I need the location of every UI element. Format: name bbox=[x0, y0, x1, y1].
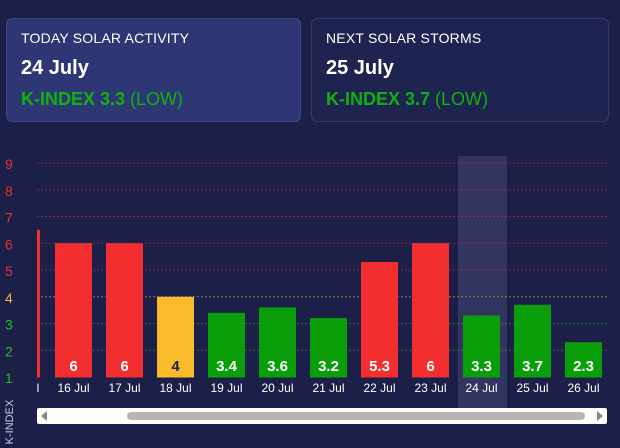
bar-21 Jul bbox=[310, 318, 347, 378]
x-tick-label: 20 Jul bbox=[261, 381, 293, 395]
x-tick-label: 23 Jul bbox=[414, 381, 446, 395]
today-kindex-level: (LOW) bbox=[130, 89, 184, 109]
bar-value-label: 6 bbox=[69, 358, 77, 375]
x-tick-label: 25 Jul bbox=[516, 381, 548, 395]
bar-23 Jul bbox=[412, 243, 449, 378]
next-card-date: 25 July bbox=[326, 57, 394, 79]
x-tick-label: 26 Jul bbox=[567, 381, 599, 395]
bar-26 Jul bbox=[565, 342, 602, 378]
y-tick-label: 4 bbox=[5, 290, 13, 306]
next-kindex-value: K-INDEX 3.7 bbox=[326, 89, 431, 109]
y-tick-label: 1 bbox=[5, 370, 13, 386]
x-tick-label: 21 Jul bbox=[312, 381, 344, 395]
bar-value-label: 3.2 bbox=[318, 358, 339, 375]
x-tick-label: 22 Jul bbox=[363, 381, 395, 395]
x-tick-label: 24 Jul bbox=[465, 381, 497, 395]
y-tick-label: 8 bbox=[5, 183, 13, 199]
x-tick-label: l bbox=[37, 381, 40, 395]
today-solar-activity-card: TODAY SOLAR ACTIVITY 24 July K-INDEX 3.3… bbox=[6, 18, 301, 122]
bar-16 Jul bbox=[55, 243, 92, 378]
x-tick-label: 17 Jul bbox=[108, 381, 140, 395]
today-kindex-value: K-INDEX 3.3 bbox=[21, 89, 126, 109]
bar-15 Jul bbox=[37, 229, 40, 378]
y-tick-label: 7 bbox=[5, 210, 13, 226]
today-card-date: 24 July bbox=[21, 57, 89, 79]
bar-value-label: 6 bbox=[426, 358, 434, 375]
bar-24 Jul bbox=[463, 315, 500, 378]
y-tick-label: 5 bbox=[5, 263, 13, 279]
scrollbar-thumb[interactable] bbox=[127, 412, 585, 420]
bar-value-label: 3.4 bbox=[216, 358, 238, 375]
bar-value-label: 6 bbox=[120, 358, 128, 375]
arrow-left-icon[interactable] bbox=[41, 411, 47, 421]
bar-value-label: 3.7 bbox=[522, 358, 543, 375]
y-tick-label: 6 bbox=[5, 236, 13, 252]
x-tick-label: 16 Jul bbox=[57, 381, 89, 395]
next-solar-storms-card: NEXT SOLAR STORMS 25 July K-INDEX 3.7 (L… bbox=[311, 18, 609, 122]
next-card-kindex: K-INDEX 3.7 (LOW) bbox=[326, 89, 594, 110]
arrow-right-icon[interactable] bbox=[597, 411, 603, 421]
bar-22 Jul bbox=[361, 261, 398, 378]
bar-19 Jul bbox=[208, 312, 245, 378]
y-axis-label: K-INDEX bbox=[4, 399, 16, 444]
next-kindex-level: (LOW) bbox=[435, 89, 489, 109]
today-card-label: TODAY SOLAR ACTIVITY bbox=[21, 30, 190, 46]
bar-20 Jul bbox=[259, 307, 296, 378]
bar-17 Jul bbox=[106, 243, 143, 378]
bar-25 Jul bbox=[514, 304, 551, 378]
y-tick-label: 9 bbox=[5, 156, 13, 172]
bar-value-label: 3.6 bbox=[267, 358, 288, 375]
bar-value-label: 3.3 bbox=[471, 358, 492, 375]
y-tick-label: 2 bbox=[5, 343, 13, 359]
k-index-bar-chart: 1 2 3 4 5 6 7 8 9 K-INDEX l 6 16 Jul 6 17 Jul 4 18 Jul 3.… bbox=[4, 156, 608, 444]
bar-value-label: 4 bbox=[171, 358, 180, 375]
today-card-kindex: K-INDEX 3.3 (LOW) bbox=[21, 89, 286, 110]
bar-value-label: 5.3 bbox=[369, 358, 390, 375]
bar-value-label: 2.3 bbox=[573, 358, 594, 375]
y-tick-label: 3 bbox=[5, 317, 13, 333]
next-card-label: NEXT SOLAR STORMS bbox=[326, 30, 482, 46]
chart-scrollbar[interactable] bbox=[37, 408, 607, 424]
x-tick-label: 18 Jul bbox=[159, 381, 191, 395]
x-tick-label: 19 Jul bbox=[210, 381, 242, 395]
bar-18 Jul bbox=[157, 296, 194, 378]
